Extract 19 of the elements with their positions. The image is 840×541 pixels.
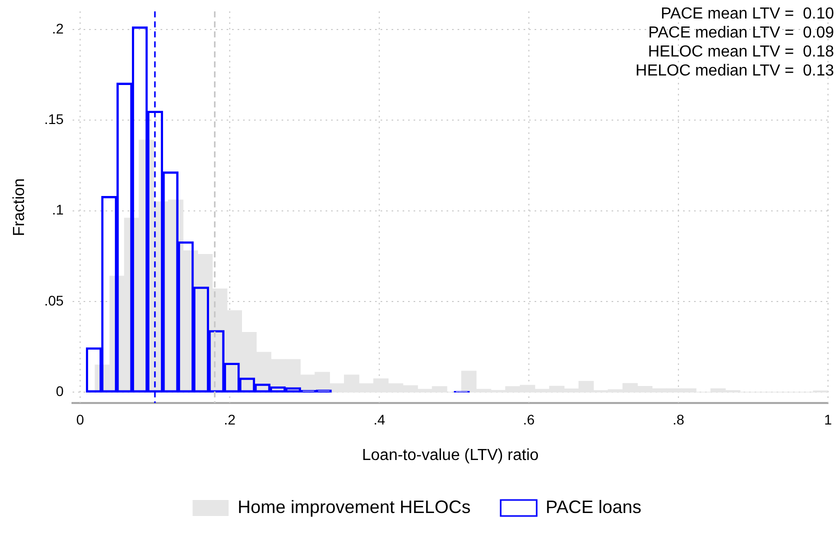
x-axis-title: Loan-to-value (LTV) ratio [362, 446, 539, 464]
legend-label: Home improvement HELOCs [238, 496, 471, 517]
annotation: HELOC median LTV = 0.13 [636, 62, 834, 80]
y-tick-label: 0 [56, 382, 64, 399]
x-tick-label: .4 [373, 411, 386, 428]
y-axis-title: Fraction [11, 178, 28, 236]
y-tick-label: .05 [44, 292, 64, 308]
y-tick-label: .2 [52, 20, 64, 36]
annotation: PACE mean LTV = 0.10 [660, 5, 834, 22]
x-tick-label: .6 [523, 411, 535, 428]
x-tick-label: 0 [76, 411, 84, 428]
x-tick-label: 1 [824, 411, 832, 428]
annotation: HELOC mean LTV = 0.18 [648, 43, 834, 60]
x-tick-label: .8 [672, 411, 684, 428]
x-tick-label: .2 [224, 411, 236, 428]
annotation: PACE median LTV = 0.09 [648, 24, 834, 42]
legend-label: PACE loans [546, 496, 642, 517]
y-tick-label: .1 [52, 202, 64, 218]
y-tick-label: .15 [44, 111, 64, 128]
